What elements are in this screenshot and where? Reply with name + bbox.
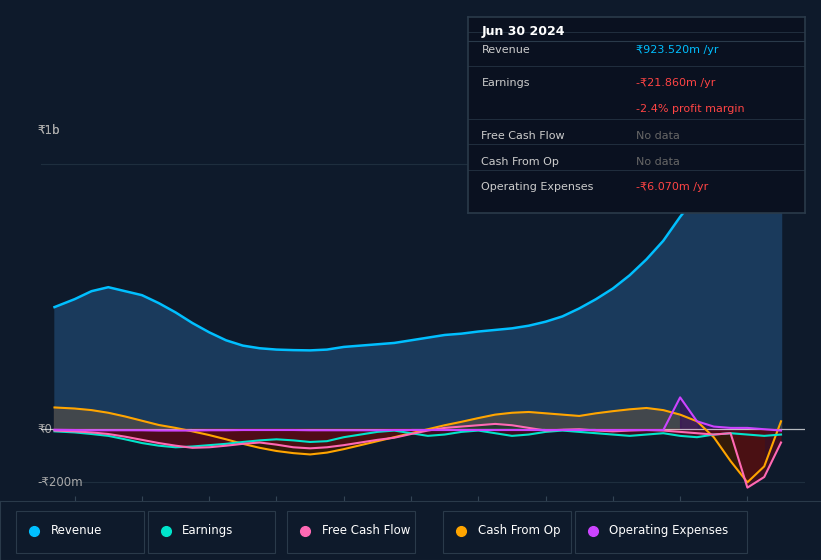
Text: ₹0: ₹0 <box>37 423 52 436</box>
Text: Free Cash Flow: Free Cash Flow <box>322 524 410 537</box>
Text: Cash From Op: Cash From Op <box>481 157 559 167</box>
Text: Revenue: Revenue <box>51 524 103 537</box>
Text: ₹1b: ₹1b <box>37 124 60 137</box>
Text: -₹21.860m /yr: -₹21.860m /yr <box>636 78 716 88</box>
Text: Operating Expenses: Operating Expenses <box>481 183 594 192</box>
Text: -2.4% profit margin: -2.4% profit margin <box>636 104 745 114</box>
Text: No data: No data <box>636 157 680 167</box>
Text: -₹200m: -₹200m <box>37 476 83 489</box>
Text: Revenue: Revenue <box>481 45 530 55</box>
Text: Free Cash Flow: Free Cash Flow <box>481 132 565 141</box>
Text: ₹923.520m /yr: ₹923.520m /yr <box>636 45 718 55</box>
Text: No data: No data <box>636 132 680 141</box>
Text: Jun 30 2024: Jun 30 2024 <box>481 25 565 38</box>
Text: Earnings: Earnings <box>481 78 530 88</box>
Text: ₹1b: ₹1b <box>37 124 60 137</box>
Text: Earnings: Earnings <box>182 524 234 537</box>
Text: Cash From Op: Cash From Op <box>478 524 560 537</box>
Text: -₹6.070m /yr: -₹6.070m /yr <box>636 183 709 192</box>
Text: Operating Expenses: Operating Expenses <box>609 524 728 537</box>
